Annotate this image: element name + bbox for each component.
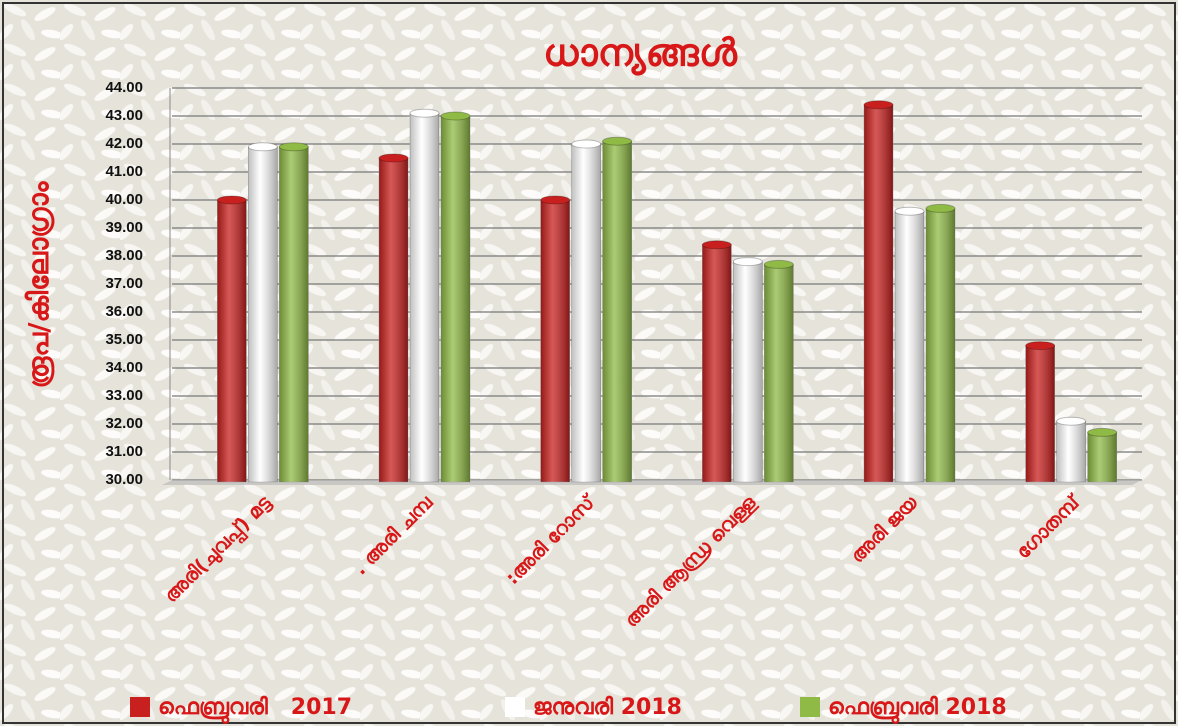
y-tick-label: 37.00 bbox=[105, 275, 143, 292]
chart: ധാന്യങ്ങൾ രൂപ/കിലോഗ്രാം 30.00 31.00 32.00 3… bbox=[0, 0, 1178, 726]
bar-top bbox=[926, 204, 955, 212]
bar-top bbox=[864, 101, 893, 109]
legend-swatch bbox=[505, 697, 525, 717]
bar-shade bbox=[864, 105, 893, 482]
bar-top bbox=[1057, 417, 1086, 425]
bar-shade bbox=[572, 144, 601, 482]
bar-shade bbox=[733, 262, 762, 482]
bar-shade bbox=[541, 200, 570, 482]
bar-top bbox=[1088, 428, 1117, 436]
y-tick-label: 36.00 bbox=[105, 303, 143, 320]
bar-shade bbox=[603, 141, 632, 482]
bar-top bbox=[217, 196, 246, 204]
bar-shade bbox=[248, 147, 277, 482]
bar-shade bbox=[279, 147, 308, 482]
bar-shade bbox=[1026, 346, 1055, 482]
bar-top bbox=[895, 207, 924, 215]
y-axis-label: രൂപ/കിലോഗ്രാം bbox=[22, 180, 55, 388]
bar-shade bbox=[702, 245, 731, 482]
bar-shade bbox=[379, 158, 408, 482]
legend-swatch bbox=[130, 697, 150, 717]
y-tick-label: 39.00 bbox=[105, 219, 143, 236]
bar-top bbox=[279, 143, 308, 151]
bar-top bbox=[764, 260, 793, 268]
bar-shade bbox=[1088, 432, 1117, 482]
y-tick-label: 32.00 bbox=[105, 415, 143, 432]
y-tick-label: 33.00 bbox=[105, 387, 143, 404]
bar-top bbox=[1026, 342, 1055, 350]
bar-shade bbox=[1057, 421, 1086, 482]
bar-top bbox=[541, 196, 570, 204]
y-tick-label: 40.00 bbox=[105, 191, 143, 208]
y-tick-label: 44.00 bbox=[105, 79, 143, 96]
bar-top bbox=[702, 241, 731, 249]
y-tick-label: 43.00 bbox=[105, 107, 143, 124]
bar-top bbox=[248, 143, 277, 151]
floor bbox=[162, 480, 1142, 485]
bar-top bbox=[572, 140, 601, 148]
bar-top bbox=[441, 112, 470, 120]
chart-title: ധാന്യങ്ങൾ bbox=[543, 31, 738, 77]
y-tick-label: 31.00 bbox=[105, 443, 143, 460]
legend-swatch bbox=[800, 697, 820, 717]
bar-shade bbox=[895, 211, 924, 482]
bar-top bbox=[379, 154, 408, 162]
legend-label: ജനുവരി 2018 bbox=[533, 695, 682, 720]
y-tick-label: 34.00 bbox=[105, 359, 143, 376]
y-tick-label: 42.00 bbox=[105, 135, 143, 152]
y-tick-label: 35.00 bbox=[105, 331, 143, 348]
bar-shade bbox=[441, 116, 470, 482]
bar-top bbox=[410, 109, 439, 117]
y-tick-label: 30.00 bbox=[105, 471, 143, 488]
bar-shade bbox=[764, 264, 793, 482]
bar-shade bbox=[410, 113, 439, 482]
bar-shade bbox=[926, 208, 955, 482]
bar-top bbox=[733, 258, 762, 266]
y-tick-label: 38.00 bbox=[105, 247, 143, 264]
bar-shade bbox=[217, 200, 246, 482]
bar-top bbox=[603, 137, 632, 145]
y-tick-label: 41.00 bbox=[105, 163, 143, 180]
